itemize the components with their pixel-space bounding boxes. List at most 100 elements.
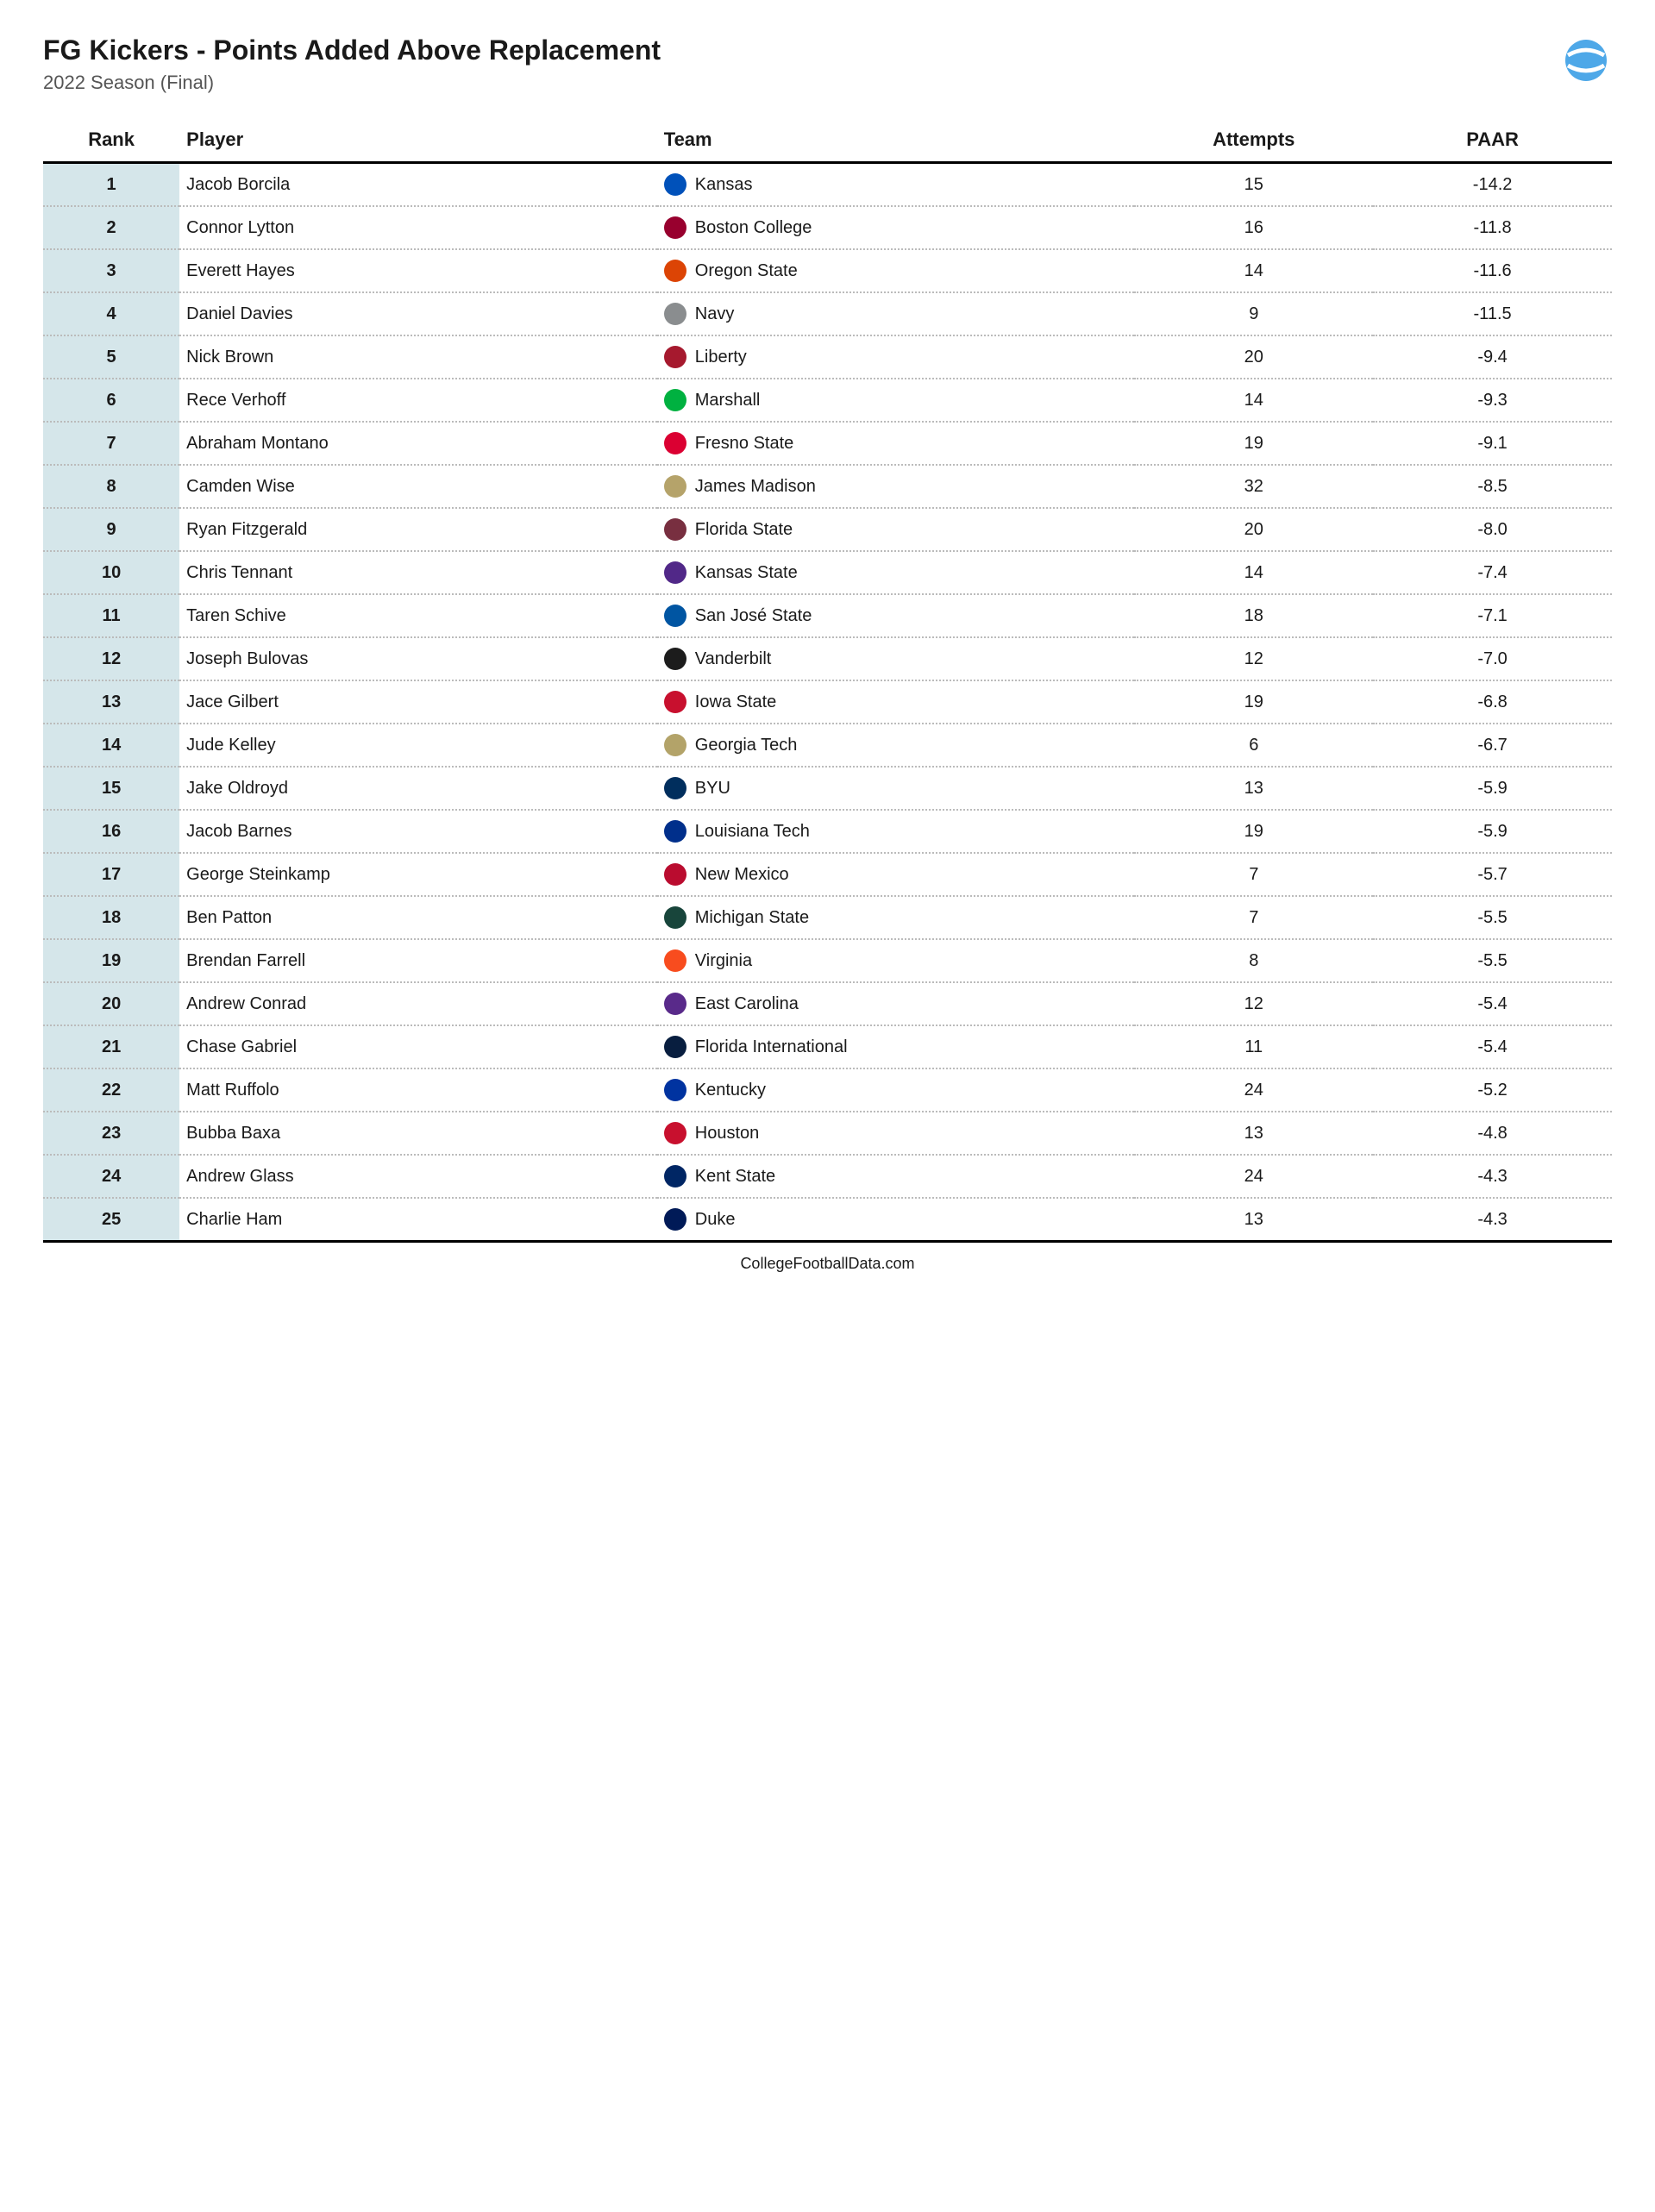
cell-player: Jacob Borcila bbox=[179, 163, 657, 207]
cell-paar: -5.5 bbox=[1373, 939, 1612, 982]
table-row: 1Jacob BorcilaKansas15-14.2 bbox=[43, 163, 1612, 207]
cell-attempts: 7 bbox=[1134, 853, 1373, 896]
table-row: 6Rece VerhoffMarshall14-9.3 bbox=[43, 379, 1612, 422]
cell-player: Jake Oldroyd bbox=[179, 767, 657, 810]
table-row: 9Ryan FitzgeraldFlorida State20-8.0 bbox=[43, 508, 1612, 551]
cell-player: Andrew Glass bbox=[179, 1155, 657, 1198]
team-logo-icon bbox=[664, 906, 686, 929]
team-logo-icon bbox=[664, 475, 686, 498]
col-header-paar: PAAR bbox=[1373, 120, 1612, 163]
team-name: Kentucky bbox=[695, 1081, 766, 1100]
cell-attempts: 24 bbox=[1134, 1068, 1373, 1112]
table-row: 7Abraham MontanoFresno State19-9.1 bbox=[43, 422, 1612, 465]
team-name: San José State bbox=[695, 606, 812, 626]
cell-team: Duke bbox=[657, 1198, 1135, 1242]
table-row: 18Ben PattonMichigan State7-5.5 bbox=[43, 896, 1612, 939]
cell-rank: 15 bbox=[43, 767, 179, 810]
cell-attempts: 15 bbox=[1134, 163, 1373, 207]
team-logo-icon bbox=[664, 949, 686, 972]
cell-attempts: 6 bbox=[1134, 724, 1373, 767]
cell-rank: 16 bbox=[43, 810, 179, 853]
cell-rank: 10 bbox=[43, 551, 179, 594]
cell-team: New Mexico bbox=[657, 853, 1135, 896]
cell-paar: -4.3 bbox=[1373, 1198, 1612, 1242]
team-logo-icon bbox=[664, 260, 686, 282]
cell-paar: -7.0 bbox=[1373, 637, 1612, 680]
cell-team: Boston College bbox=[657, 206, 1135, 249]
cell-team: Kansas bbox=[657, 163, 1135, 207]
page-header: FG Kickers - Points Added Above Replacem… bbox=[43, 34, 1612, 94]
table-row: 12Joseph BulovasVanderbilt12-7.0 bbox=[43, 637, 1612, 680]
cell-attempts: 19 bbox=[1134, 680, 1373, 724]
table-row: 24Andrew GlassKent State24-4.3 bbox=[43, 1155, 1612, 1198]
cell-team: San José State bbox=[657, 594, 1135, 637]
cell-team: Michigan State bbox=[657, 896, 1135, 939]
team-logo-icon bbox=[664, 863, 686, 886]
cell-player: Charlie Ham bbox=[179, 1198, 657, 1242]
team-logo-icon bbox=[664, 346, 686, 368]
team-name: James Madison bbox=[695, 477, 816, 497]
cell-team: BYU bbox=[657, 767, 1135, 810]
cell-paar: -8.0 bbox=[1373, 508, 1612, 551]
cell-attempts: 24 bbox=[1134, 1155, 1373, 1198]
team-logo-icon bbox=[664, 1122, 686, 1144]
page-subtitle: 2022 Season (Final) bbox=[43, 72, 661, 94]
team-name: Boston College bbox=[695, 218, 812, 238]
team-name: Florida International bbox=[695, 1037, 848, 1057]
cell-team: Florida State bbox=[657, 508, 1135, 551]
table-row: 20Andrew ConradEast Carolina12-5.4 bbox=[43, 982, 1612, 1025]
cell-team: Fresno State bbox=[657, 422, 1135, 465]
cell-paar: -5.4 bbox=[1373, 1025, 1612, 1068]
cell-paar: -11.6 bbox=[1373, 249, 1612, 292]
team-name: Louisiana Tech bbox=[695, 822, 810, 842]
cell-player: Abraham Montano bbox=[179, 422, 657, 465]
table-row: 10Chris TennantKansas State14-7.4 bbox=[43, 551, 1612, 594]
cell-player: Jace Gilbert bbox=[179, 680, 657, 724]
cell-rank: 25 bbox=[43, 1198, 179, 1242]
team-name: Houston bbox=[695, 1124, 760, 1144]
cell-attempts: 13 bbox=[1134, 1198, 1373, 1242]
cell-team: Georgia Tech bbox=[657, 724, 1135, 767]
cell-player: Joseph Bulovas bbox=[179, 637, 657, 680]
cell-paar: -9.4 bbox=[1373, 335, 1612, 379]
team-name: Navy bbox=[695, 304, 735, 324]
cell-player: Nick Brown bbox=[179, 335, 657, 379]
table-header: Rank Player Team Attempts PAAR bbox=[43, 120, 1612, 163]
cell-player: Jacob Barnes bbox=[179, 810, 657, 853]
team-logo-icon bbox=[664, 777, 686, 799]
team-logo-icon bbox=[664, 1079, 686, 1101]
table-row: 19Brendan FarrellVirginia8-5.5 bbox=[43, 939, 1612, 982]
cell-player: Brendan Farrell bbox=[179, 939, 657, 982]
cell-player: Chris Tennant bbox=[179, 551, 657, 594]
cell-attempts: 7 bbox=[1134, 896, 1373, 939]
cell-team: Florida International bbox=[657, 1025, 1135, 1068]
cell-paar: -9.1 bbox=[1373, 422, 1612, 465]
cell-attempts: 14 bbox=[1134, 249, 1373, 292]
table-row: 22Matt RuffoloKentucky24-5.2 bbox=[43, 1068, 1612, 1112]
cell-team: Virginia bbox=[657, 939, 1135, 982]
cell-rank: 5 bbox=[43, 335, 179, 379]
team-logo-icon bbox=[664, 648, 686, 670]
team-name: Virginia bbox=[695, 951, 752, 971]
cell-attempts: 20 bbox=[1134, 508, 1373, 551]
table-row: 2Connor LyttonBoston College16-11.8 bbox=[43, 206, 1612, 249]
cell-team: Kentucky bbox=[657, 1068, 1135, 1112]
table-row: 15Jake OldroydBYU13-5.9 bbox=[43, 767, 1612, 810]
team-logo-icon bbox=[664, 820, 686, 843]
cell-paar: -6.7 bbox=[1373, 724, 1612, 767]
cell-rank: 19 bbox=[43, 939, 179, 982]
table-row: 11Taren SchiveSan José State18-7.1 bbox=[43, 594, 1612, 637]
cell-player: Matt Ruffolo bbox=[179, 1068, 657, 1112]
cell-rank: 3 bbox=[43, 249, 179, 292]
cell-attempts: 11 bbox=[1134, 1025, 1373, 1068]
table-row: 3Everett HayesOregon State14-11.6 bbox=[43, 249, 1612, 292]
cell-team: Liberty bbox=[657, 335, 1135, 379]
team-logo-icon bbox=[664, 518, 686, 541]
cell-player: George Steinkamp bbox=[179, 853, 657, 896]
cell-attempts: 14 bbox=[1134, 551, 1373, 594]
cell-rank: 9 bbox=[43, 508, 179, 551]
cell-player: Jude Kelley bbox=[179, 724, 657, 767]
team-logo-icon bbox=[664, 561, 686, 584]
cell-paar: -4.3 bbox=[1373, 1155, 1612, 1198]
cell-team: Navy bbox=[657, 292, 1135, 335]
